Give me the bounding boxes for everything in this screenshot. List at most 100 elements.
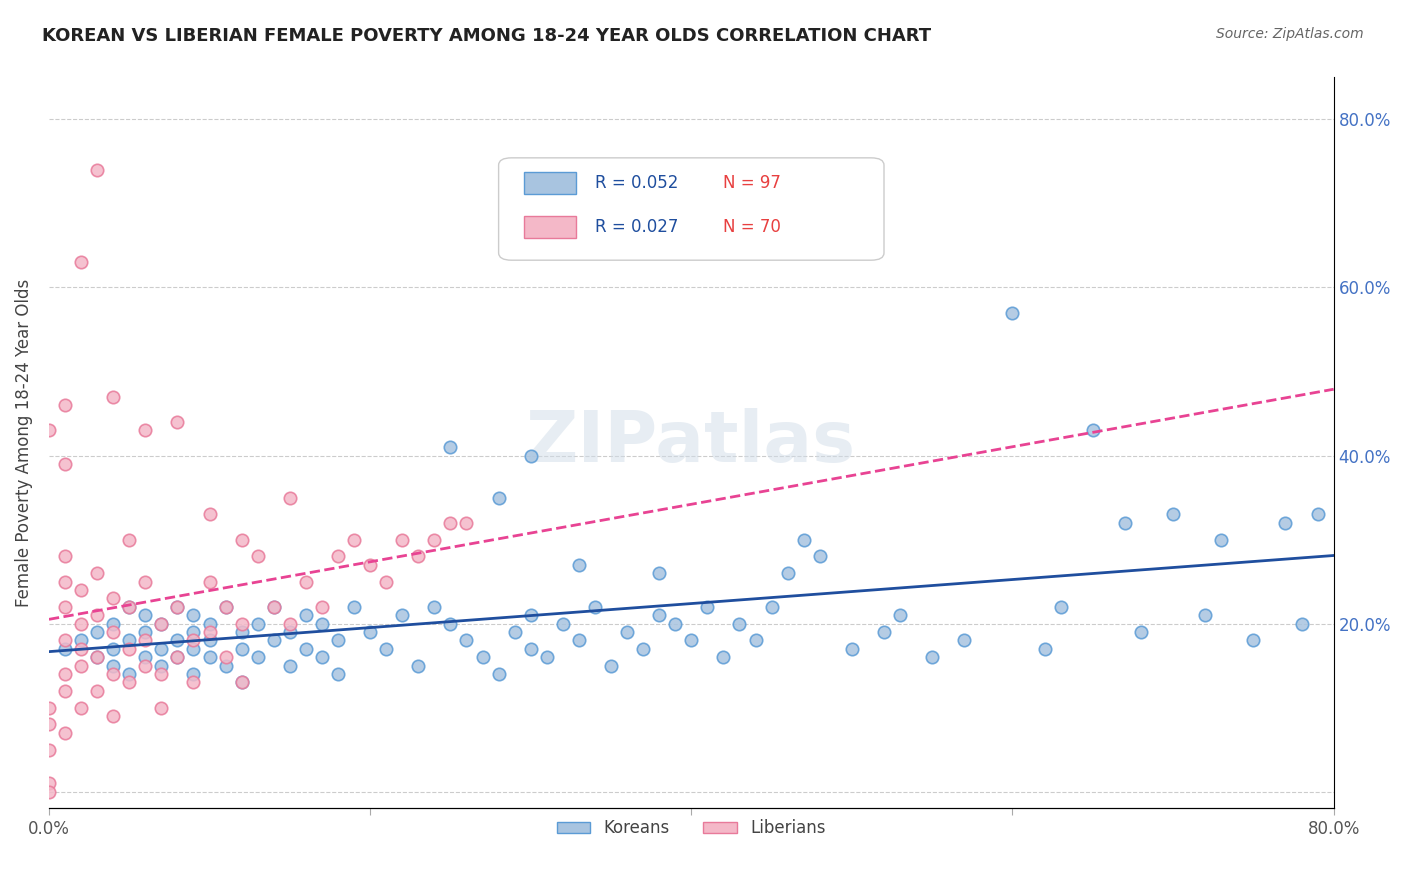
Point: [53, 633, 76, 648]
Point: [456, 633, 478, 648]
Point: [86, 162, 108, 177]
Point: [439, 440, 461, 454]
Point: [439, 516, 461, 530]
Point: [231, 641, 253, 656]
Point: [326, 633, 349, 648]
Point: [761, 599, 783, 614]
Point: [118, 599, 141, 614]
Point: [1194, 608, 1216, 623]
Point: [278, 658, 301, 673]
Point: [198, 625, 221, 640]
Point: [38, 717, 60, 731]
Point: [326, 667, 349, 681]
Point: [519, 608, 541, 623]
Point: [231, 675, 253, 690]
Point: [1049, 599, 1071, 614]
Point: [246, 549, 269, 564]
Text: ZIPatlas: ZIPatlas: [526, 409, 856, 477]
Point: [696, 599, 718, 614]
Point: [326, 549, 349, 564]
Point: [278, 491, 301, 505]
Point: [311, 599, 333, 614]
Point: [551, 616, 574, 631]
Point: [921, 650, 943, 665]
Point: [873, 625, 896, 640]
Point: [263, 633, 285, 648]
Point: [103, 641, 125, 656]
Point: [53, 398, 76, 412]
Point: [118, 675, 141, 690]
Point: [295, 574, 318, 589]
Point: [53, 599, 76, 614]
Point: [134, 608, 156, 623]
Point: [728, 616, 751, 631]
Point: [246, 650, 269, 665]
Point: [70, 658, 93, 673]
Point: [183, 633, 205, 648]
Point: [278, 625, 301, 640]
Point: [166, 415, 188, 429]
Point: [86, 608, 108, 623]
Point: [231, 533, 253, 547]
Point: [648, 566, 671, 581]
Point: [1291, 616, 1313, 631]
Point: [38, 742, 60, 756]
Point: [86, 566, 108, 581]
Point: [134, 658, 156, 673]
Point: [681, 633, 703, 648]
Point: [776, 566, 799, 581]
Point: [568, 558, 591, 572]
Point: [423, 533, 446, 547]
Point: [214, 599, 236, 614]
Point: [648, 608, 671, 623]
Point: [150, 616, 173, 631]
Point: [134, 650, 156, 665]
Point: [600, 658, 623, 673]
Point: [103, 667, 125, 681]
Point: [713, 650, 735, 665]
Point: [198, 650, 221, 665]
Point: [439, 616, 461, 631]
Point: [53, 457, 76, 471]
Point: [808, 549, 831, 564]
Text: R = 0.052: R = 0.052: [595, 175, 678, 193]
Point: [744, 633, 766, 648]
Point: [70, 616, 93, 631]
Point: [343, 533, 366, 547]
Point: [183, 675, 205, 690]
Point: [631, 641, 654, 656]
Point: [166, 633, 188, 648]
Point: [53, 549, 76, 564]
Point: [246, 616, 269, 631]
Point: [38, 423, 60, 437]
Point: [183, 667, 205, 681]
Point: [793, 533, 815, 547]
Point: [408, 658, 430, 673]
Point: [1161, 508, 1184, 522]
Point: [664, 616, 686, 631]
Point: [295, 608, 318, 623]
Point: [1274, 516, 1296, 530]
Point: [103, 616, 125, 631]
Point: [118, 533, 141, 547]
Point: [86, 650, 108, 665]
Point: [198, 574, 221, 589]
Bar: [524, 172, 575, 194]
Point: [70, 633, 93, 648]
Point: [150, 616, 173, 631]
Point: [263, 599, 285, 614]
Point: [183, 608, 205, 623]
Point: [214, 650, 236, 665]
Point: [519, 449, 541, 463]
Point: [183, 625, 205, 640]
Point: [343, 599, 366, 614]
Point: [134, 574, 156, 589]
Point: [214, 599, 236, 614]
Point: [103, 709, 125, 723]
Point: [583, 599, 606, 614]
Legend: Koreans, Liberians: Koreans, Liberians: [550, 813, 832, 844]
Point: [38, 776, 60, 790]
Point: [86, 625, 108, 640]
Point: [1241, 633, 1264, 648]
Point: [488, 667, 510, 681]
